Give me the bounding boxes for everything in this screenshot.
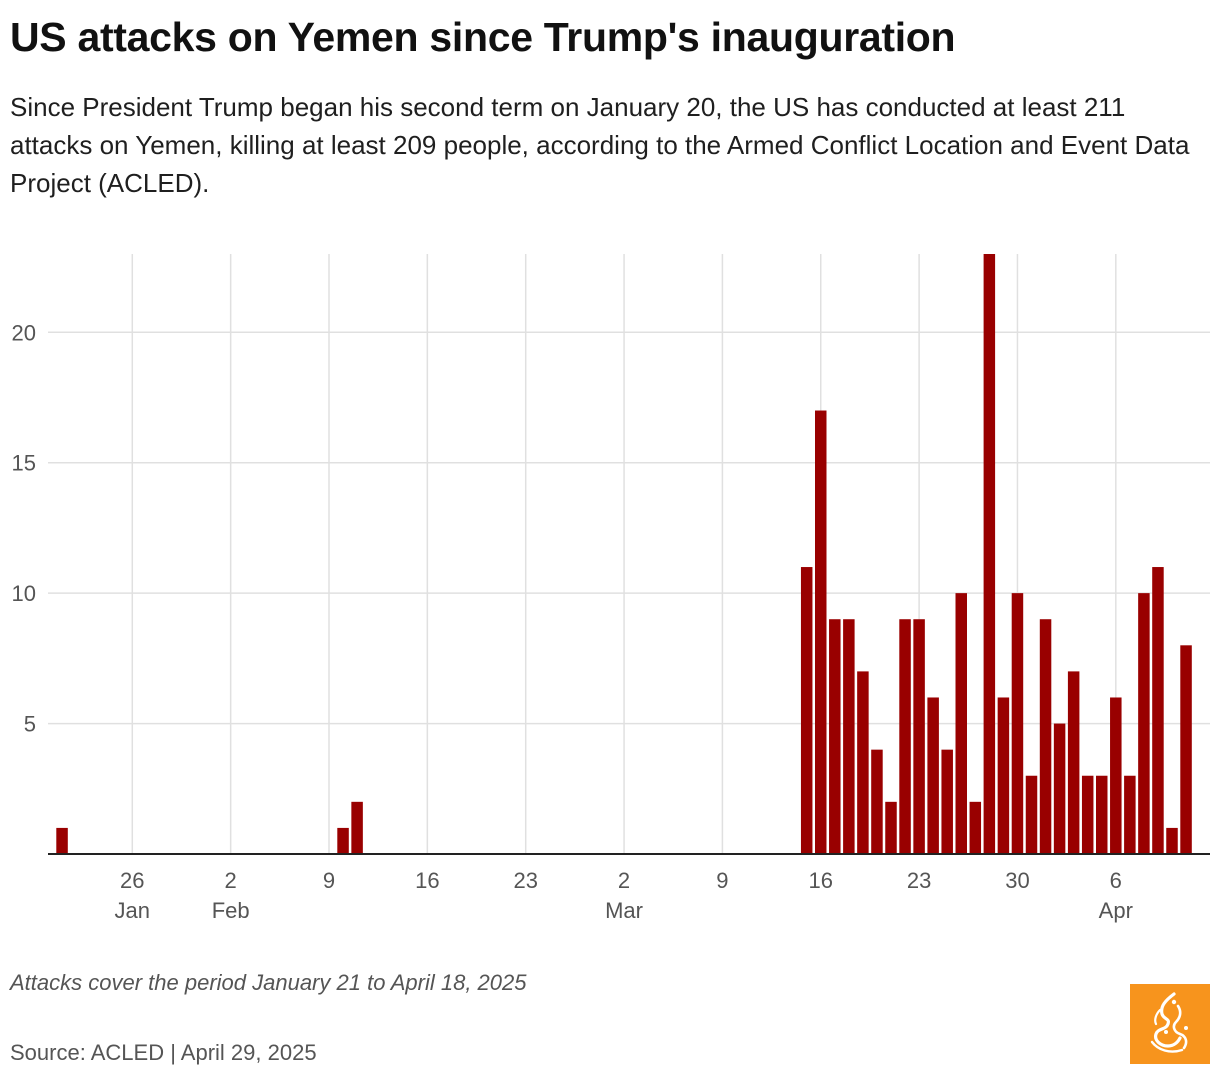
bar-2025-04-11	[1180, 645, 1192, 854]
grid-layer	[48, 254, 1210, 854]
bar-2025-03-23	[913, 619, 925, 854]
bar-2025-03-27	[969, 801, 982, 854]
x-tick-label: 16	[809, 868, 833, 893]
bar-2025-03-22	[899, 619, 911, 854]
bar-2025-03-26	[955, 593, 967, 854]
bar-2025-03-24	[927, 697, 939, 854]
x-tick-label: 2	[618, 868, 630, 893]
bar-2025-03-28	[983, 254, 996, 854]
x-tick-label: 26	[120, 868, 144, 893]
bar-2025-03-18	[843, 619, 855, 854]
x-tick-label: 30	[1005, 868, 1029, 893]
x-month-label: Mar	[605, 898, 643, 923]
source-credit: Source: ACLED | April 29, 2025	[10, 1040, 317, 1065]
chart-note: Attacks cover the period January 21 to A…	[10, 970, 527, 995]
bar-2025-04-08	[1138, 593, 1150, 854]
bar-2025-04-01	[1039, 619, 1052, 854]
axis-layer: 5 10 15 20 26 Jan 2 Feb 9 16 23 2 Mar 9 16 23 30 6 Apr	[12, 320, 1210, 923]
x-tick-label: 6	[1110, 868, 1122, 893]
y-tick-label: 5	[24, 712, 36, 737]
x-tick-label: 9	[323, 868, 335, 893]
x-month-label: Feb	[212, 898, 250, 923]
bar-2025-03-30	[1011, 593, 1024, 854]
bar-2025-02-10	[337, 827, 349, 854]
bar-2025-03-16	[815, 410, 827, 854]
y-tick-label: 10	[12, 581, 36, 606]
chart-title: US attacks on Yemen since Trump's inaugu…	[10, 14, 956, 60]
x-tick-label: 23	[907, 868, 931, 893]
bar-2025-02-11	[351, 801, 363, 854]
bar-2025-03-17	[829, 619, 841, 854]
bar-2025-03-29	[997, 697, 1010, 854]
bar-2025-04-07	[1124, 775, 1136, 854]
bar-2025-03-20	[871, 749, 883, 854]
bar-2025-03-15	[800, 567, 813, 854]
bar-2025-03-25	[941, 749, 953, 854]
al-jazeera-logo-icon	[1130, 984, 1210, 1064]
bar-2025-04-05	[1096, 775, 1108, 854]
bar-2025-03-31	[1025, 775, 1038, 854]
bar-2025-03-21	[885, 801, 897, 854]
bar-2025-04-02	[1053, 723, 1066, 854]
bar-layer	[56, 254, 1192, 854]
x-month-label: Jan	[115, 898, 150, 923]
bar-2025-01-21	[56, 827, 68, 854]
bar-chart: 5 10 15 20 26 Jan 2 Feb 9 16 23 2 Mar 9 16 23 30 6 Apr	[12, 254, 1210, 923]
x-tick-label: 9	[716, 868, 728, 893]
x-tick-label: 23	[513, 868, 537, 893]
x-tick-label: 2	[225, 868, 237, 893]
chart-subtitle: Since President Trump began his second t…	[10, 92, 1190, 198]
bar-2025-04-09	[1152, 567, 1164, 854]
x-tick-label: 16	[415, 868, 439, 893]
bar-2025-03-19	[857, 671, 869, 854]
bar-2025-04-04	[1081, 775, 1094, 854]
y-tick-label: 20	[12, 320, 36, 345]
x-month-label: Apr	[1099, 898, 1133, 923]
y-tick-label: 15	[12, 451, 36, 476]
bar-2025-04-03	[1067, 671, 1080, 854]
bar-2025-04-10	[1166, 827, 1178, 854]
bar-2025-04-06	[1110, 697, 1122, 854]
